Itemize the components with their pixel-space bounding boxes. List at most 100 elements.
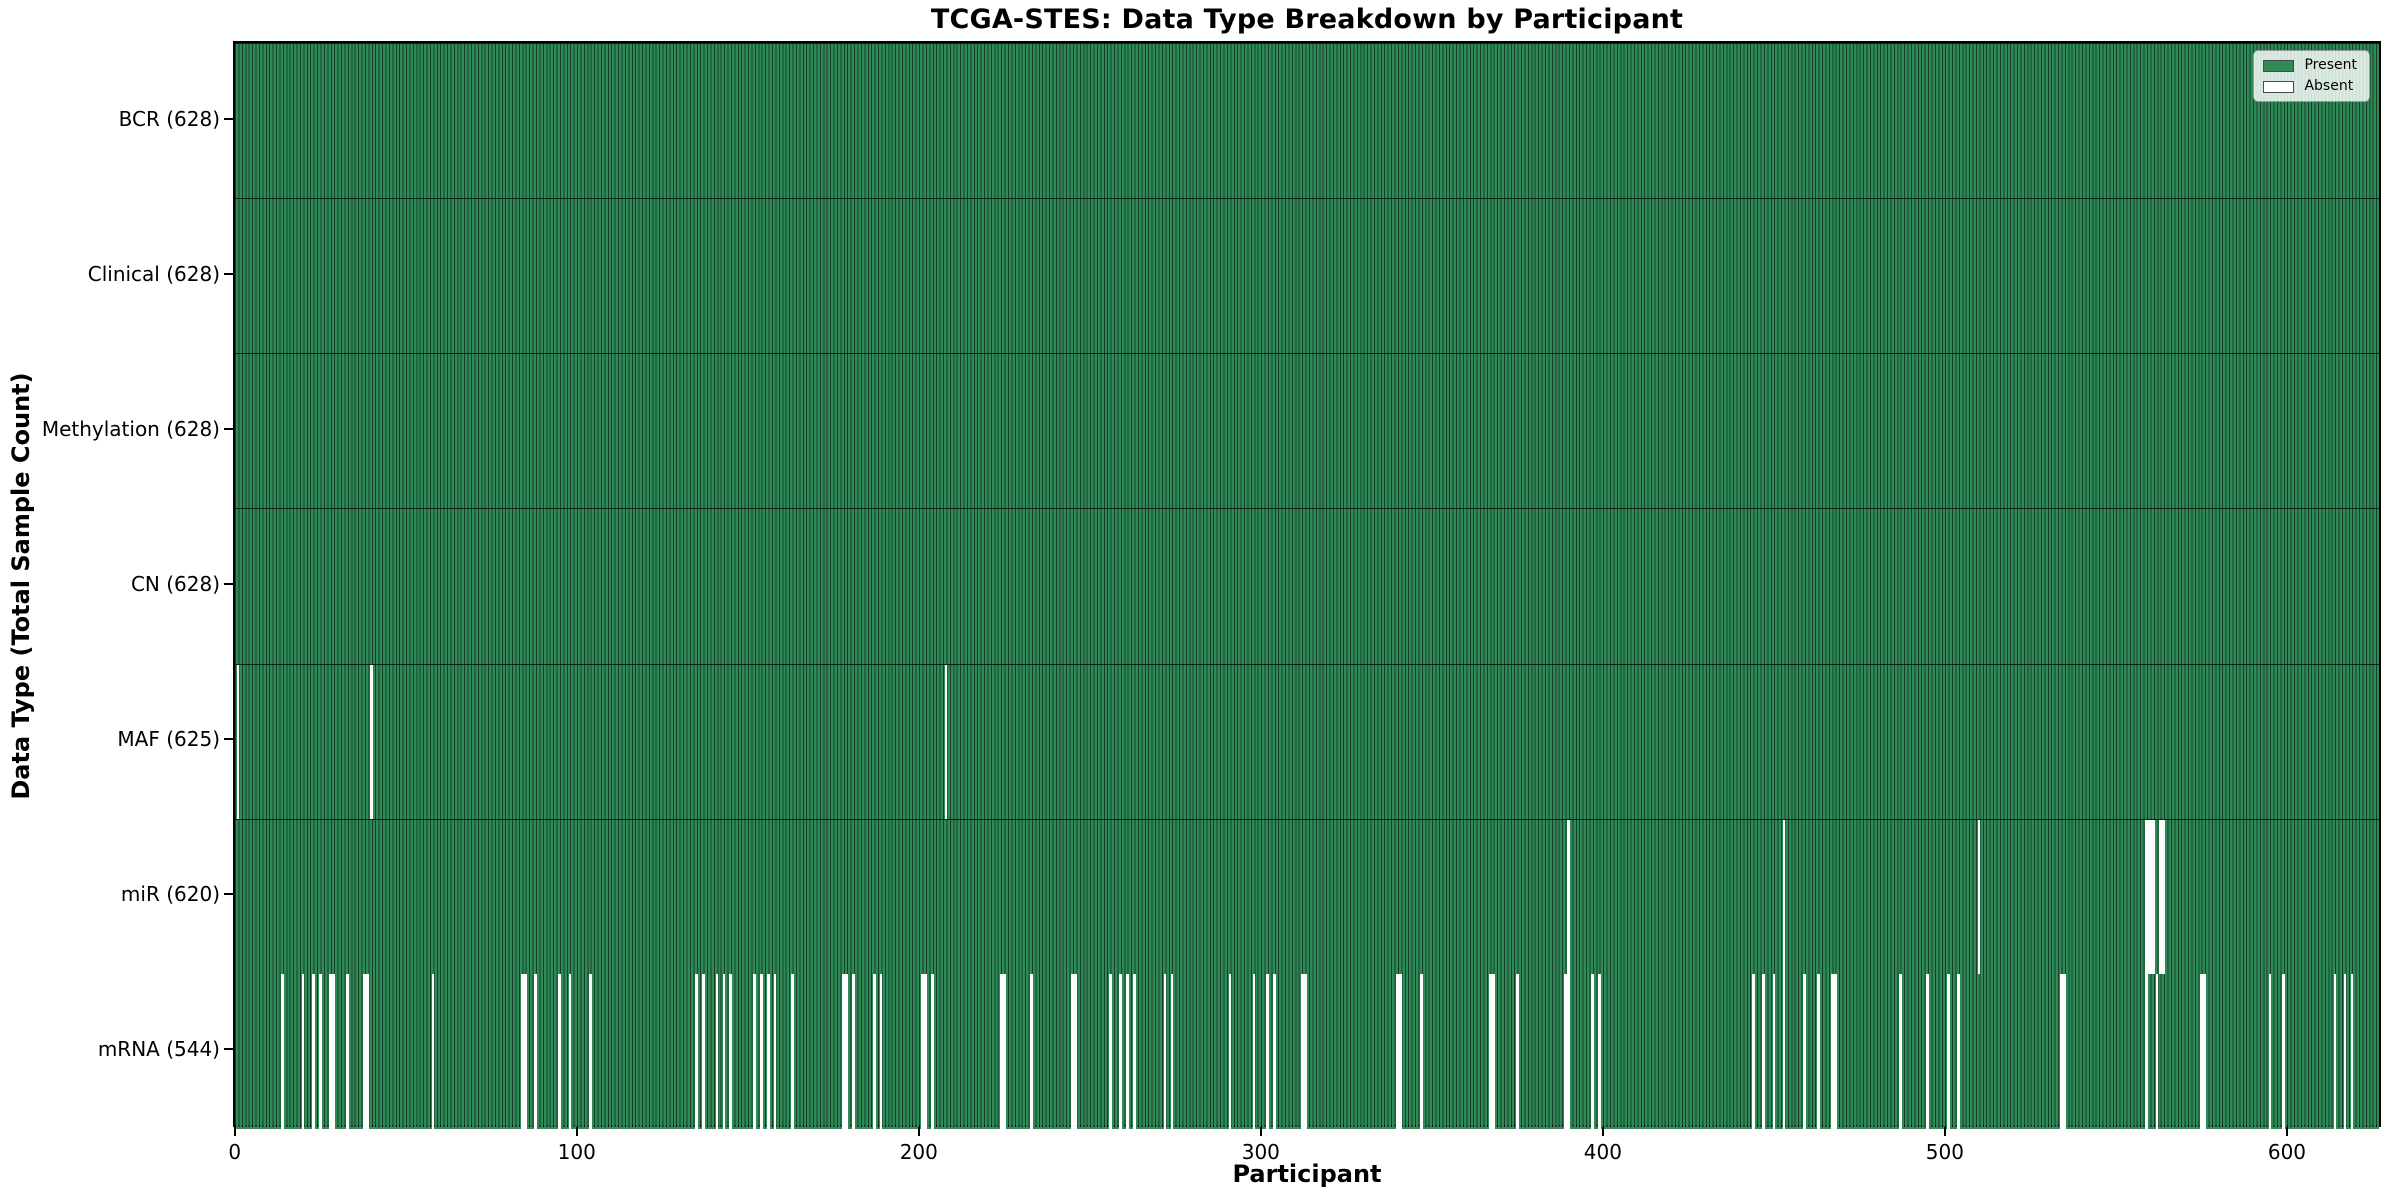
x-tick-mark xyxy=(917,1127,920,1136)
heatmap-row-mRNA xyxy=(235,973,2379,1129)
absent-gap xyxy=(760,973,763,1129)
absent-gap xyxy=(1567,819,1570,974)
legend-absent-label: Absent xyxy=(2304,78,2354,94)
x-tick-label: 100 xyxy=(557,1140,596,1164)
absent-gap xyxy=(931,973,934,1129)
absent-gap xyxy=(1899,973,1902,1129)
absent-gap xyxy=(1300,973,1307,1129)
absent-gap xyxy=(1772,973,1776,1129)
absent-gap xyxy=(695,973,698,1129)
absent-gap xyxy=(1947,973,1950,1129)
absent-gap xyxy=(1252,973,1256,1129)
absent-gap xyxy=(589,973,592,1129)
heatmap-row-Methylation xyxy=(235,353,2379,509)
absent-gap xyxy=(1420,973,1423,1129)
heatmap-row-Clinical xyxy=(235,198,2379,354)
absent-gap xyxy=(329,973,336,1129)
absent-gap xyxy=(558,973,561,1129)
absent-gap xyxy=(766,973,770,1129)
absent-gap xyxy=(879,973,883,1129)
absent-gap xyxy=(2350,973,2354,1129)
y-tick-label-BCR: BCR (628) xyxy=(118,106,220,131)
absent-gap xyxy=(842,973,849,1129)
absent-gap xyxy=(1109,973,1112,1129)
absent-gap xyxy=(520,973,527,1129)
chart-title: TCGA-STES: Data Type Breakdown by Partic… xyxy=(930,4,1684,35)
absent-gap xyxy=(1977,819,1981,974)
absent-gap xyxy=(1803,973,1806,1129)
absent-gap xyxy=(944,664,948,819)
legend-item-absent: Absent xyxy=(2263,79,2357,94)
x-tick-mark xyxy=(1943,1127,1946,1136)
absent-gap xyxy=(370,664,373,819)
absent-gap xyxy=(1163,973,1167,1129)
absent-gap xyxy=(281,973,284,1129)
absent-gap xyxy=(852,973,856,1129)
absent-gap xyxy=(873,973,876,1129)
y-tick-label-MAF: MAF (625) xyxy=(117,727,220,752)
absent-gap xyxy=(2059,973,2066,1129)
absent-gap xyxy=(722,973,726,1129)
absent-gap xyxy=(1396,973,1403,1129)
y-tick-mark xyxy=(224,583,233,585)
absent-gap xyxy=(1488,973,1495,1129)
absent-gap xyxy=(1598,973,1601,1129)
absent-gap xyxy=(1762,973,1765,1129)
y-tick-label-mRNA: mRNA (544) xyxy=(97,1037,220,1062)
y-tick-label-miR: miR (620) xyxy=(120,882,220,907)
absent-gap xyxy=(2343,973,2347,1129)
legend: Present Absent xyxy=(2253,50,2370,102)
heatmap-row-BCR xyxy=(235,43,2379,199)
legend-present-swatch xyxy=(2263,59,2295,72)
x-tick-mark xyxy=(233,1127,236,1136)
absent-gap xyxy=(312,973,315,1129)
absent-gap xyxy=(1817,973,1820,1129)
heatmap-row-CN xyxy=(235,508,2379,664)
absent-gap xyxy=(1752,973,1755,1129)
absent-gap xyxy=(1830,973,1837,1129)
absent-gap xyxy=(301,973,305,1129)
absent-gap xyxy=(1228,973,1232,1129)
absent-gap xyxy=(1926,973,1930,1129)
absent-gap xyxy=(1782,819,1786,974)
legend-absent-swatch xyxy=(2263,80,2295,93)
absent-gap xyxy=(1071,973,1078,1129)
absent-gap xyxy=(2333,973,2337,1129)
absent-gap xyxy=(346,973,349,1129)
x-tick-label: 500 xyxy=(1925,1140,1964,1164)
absent-gap xyxy=(1591,973,1594,1129)
absent-gap xyxy=(1273,973,1276,1129)
y-tick-label-CN: CN (628) xyxy=(130,572,220,596)
absent-gap xyxy=(2145,819,2155,974)
x-tick-label: 0 xyxy=(228,1140,242,1164)
absent-gap xyxy=(2282,973,2285,1129)
absent-gap xyxy=(715,973,719,1129)
absent-gap xyxy=(1126,973,1129,1129)
absent-gap xyxy=(2155,973,2159,1129)
absent-gap xyxy=(1170,973,1174,1129)
absent-gap xyxy=(1266,973,1269,1129)
absent-gap xyxy=(568,973,572,1129)
x-tick-label: 200 xyxy=(899,1140,938,1164)
heatmap-row-MAF xyxy=(235,663,2379,819)
y-tick-mark xyxy=(224,893,233,896)
y-tick-mark xyxy=(224,738,233,741)
absent-gap xyxy=(534,973,537,1129)
x-tick-label: 400 xyxy=(1583,1140,1622,1164)
absent-gap xyxy=(790,973,794,1129)
absent-gap xyxy=(318,973,322,1129)
legend-item-present: Present xyxy=(2263,58,2357,73)
x-tick-mark xyxy=(1259,1127,1262,1136)
plot-area: Present Absent xyxy=(233,41,2381,1129)
x-axis-title: Participant xyxy=(1232,1160,1382,1188)
absent-gap xyxy=(1563,973,1570,1129)
absent-gap xyxy=(1957,973,1960,1129)
absent-gap xyxy=(1119,973,1122,1129)
x-tick-mark xyxy=(2285,1127,2288,1136)
absent-gap xyxy=(1516,973,1519,1129)
y-tick-mark xyxy=(224,117,233,120)
absent-gap xyxy=(431,973,435,1129)
absent-gap xyxy=(701,973,705,1129)
y-tick-mark xyxy=(224,272,233,275)
